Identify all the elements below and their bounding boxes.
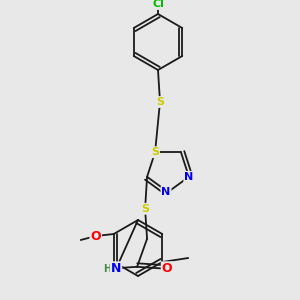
Text: S: S xyxy=(156,97,164,107)
Text: H: H xyxy=(103,264,111,274)
Text: S: S xyxy=(141,204,149,214)
Text: Cl: Cl xyxy=(152,0,164,9)
Text: O: O xyxy=(162,262,172,275)
Text: O: O xyxy=(90,230,101,242)
Text: N: N xyxy=(111,262,121,275)
Text: N: N xyxy=(184,172,194,182)
Text: S: S xyxy=(151,147,159,157)
Text: N: N xyxy=(161,187,171,197)
